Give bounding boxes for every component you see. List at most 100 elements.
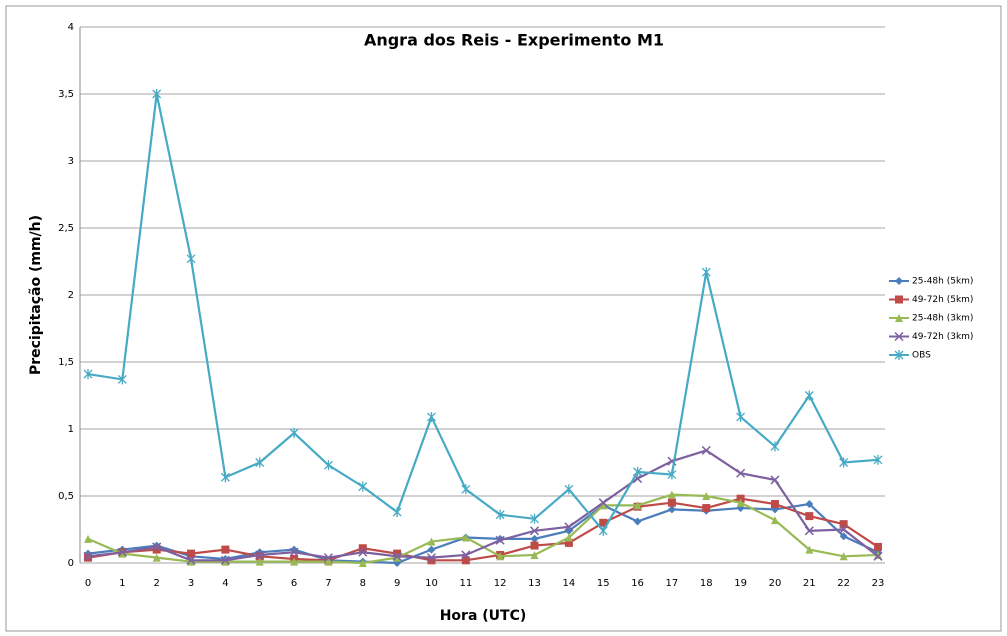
point [702,492,711,500]
x-tick-label: 14 [563,578,576,589]
y-tick-label: 1,5 [58,357,74,368]
point [152,89,162,99]
point [839,532,848,541]
point [702,504,711,513]
legend-label: OBS [912,351,931,361]
point [117,374,127,385]
point [805,512,814,521]
point [839,520,848,529]
point [84,553,92,562]
point [255,550,265,560]
x-tick-label: 22 [837,578,850,589]
point [804,526,814,536]
point [358,544,367,553]
series-line [87,449,879,562]
point [221,545,230,554]
x-tick-label: 19 [734,578,747,589]
point [255,457,265,468]
x-tick-label: 11 [459,578,472,589]
point [530,550,539,559]
x-tick-label: 16 [631,578,644,589]
legend-label: 49-72h (3km) [912,332,973,342]
point [633,501,642,510]
point [873,551,883,561]
y-axis-title: Precipitação (mm/h) [28,215,44,375]
point [839,457,849,468]
x-tick-label: 3 [188,578,194,589]
point [358,547,368,557]
y-tick-label: 3,5 [58,89,74,100]
x-tick-label: 1 [119,578,125,589]
point [564,484,574,495]
point [495,535,505,545]
x-tick-label: 8 [360,578,366,589]
point [874,542,882,551]
point [358,481,368,492]
point [152,542,162,552]
point [290,557,299,566]
y-tick-label: 2 [68,290,74,301]
point [496,552,505,561]
x-tick-label: 10 [425,578,438,589]
point [770,475,780,485]
x-tick-label: 20 [769,578,782,589]
y-tick-label: 4 [68,22,74,33]
point [392,507,402,518]
x-tick-label: 7 [325,578,331,589]
point [701,445,711,455]
point [461,484,471,495]
point [187,557,196,566]
y-tick-label: 2,5 [58,223,74,234]
point [255,552,264,561]
point [530,513,539,524]
point [461,556,470,565]
point [323,553,333,563]
x-tick-label: 0 [85,578,91,589]
point [152,545,161,554]
point [804,390,814,401]
point [598,498,608,508]
point [839,552,848,561]
y-tick-label: 0,5 [58,491,74,502]
x-tick-label: 5 [257,578,263,589]
y-tick-label: 0 [68,558,74,569]
point [529,526,540,536]
x-tick-label: 13 [528,578,541,589]
point [770,500,779,509]
x-axis-title: Hora (UTC) [440,608,527,624]
point [393,549,402,558]
x-tick-label: 21 [803,578,816,589]
point [221,557,230,566]
point [118,549,127,558]
point [599,518,608,527]
point [736,498,745,507]
point [564,538,573,547]
point [152,553,161,562]
point [83,551,93,561]
point [770,516,779,525]
legend-label: 25-48h (3km) [912,314,973,324]
point [701,267,711,278]
point [530,541,539,550]
point [220,555,230,565]
point [289,547,299,557]
point [117,547,127,557]
point [461,550,471,560]
point [736,411,746,422]
point [289,428,299,439]
legend-marker [894,350,904,360]
x-tick-label: 2 [154,578,160,589]
series-line [87,502,879,565]
point [84,534,92,543]
point [392,551,402,561]
point [220,472,230,483]
legend-label: 25-48h (5km) [912,277,973,287]
point [83,369,93,380]
legend-marker [895,277,903,285]
point [186,253,196,264]
point [736,494,745,503]
point [873,454,883,465]
point [633,517,642,526]
point [564,522,574,532]
